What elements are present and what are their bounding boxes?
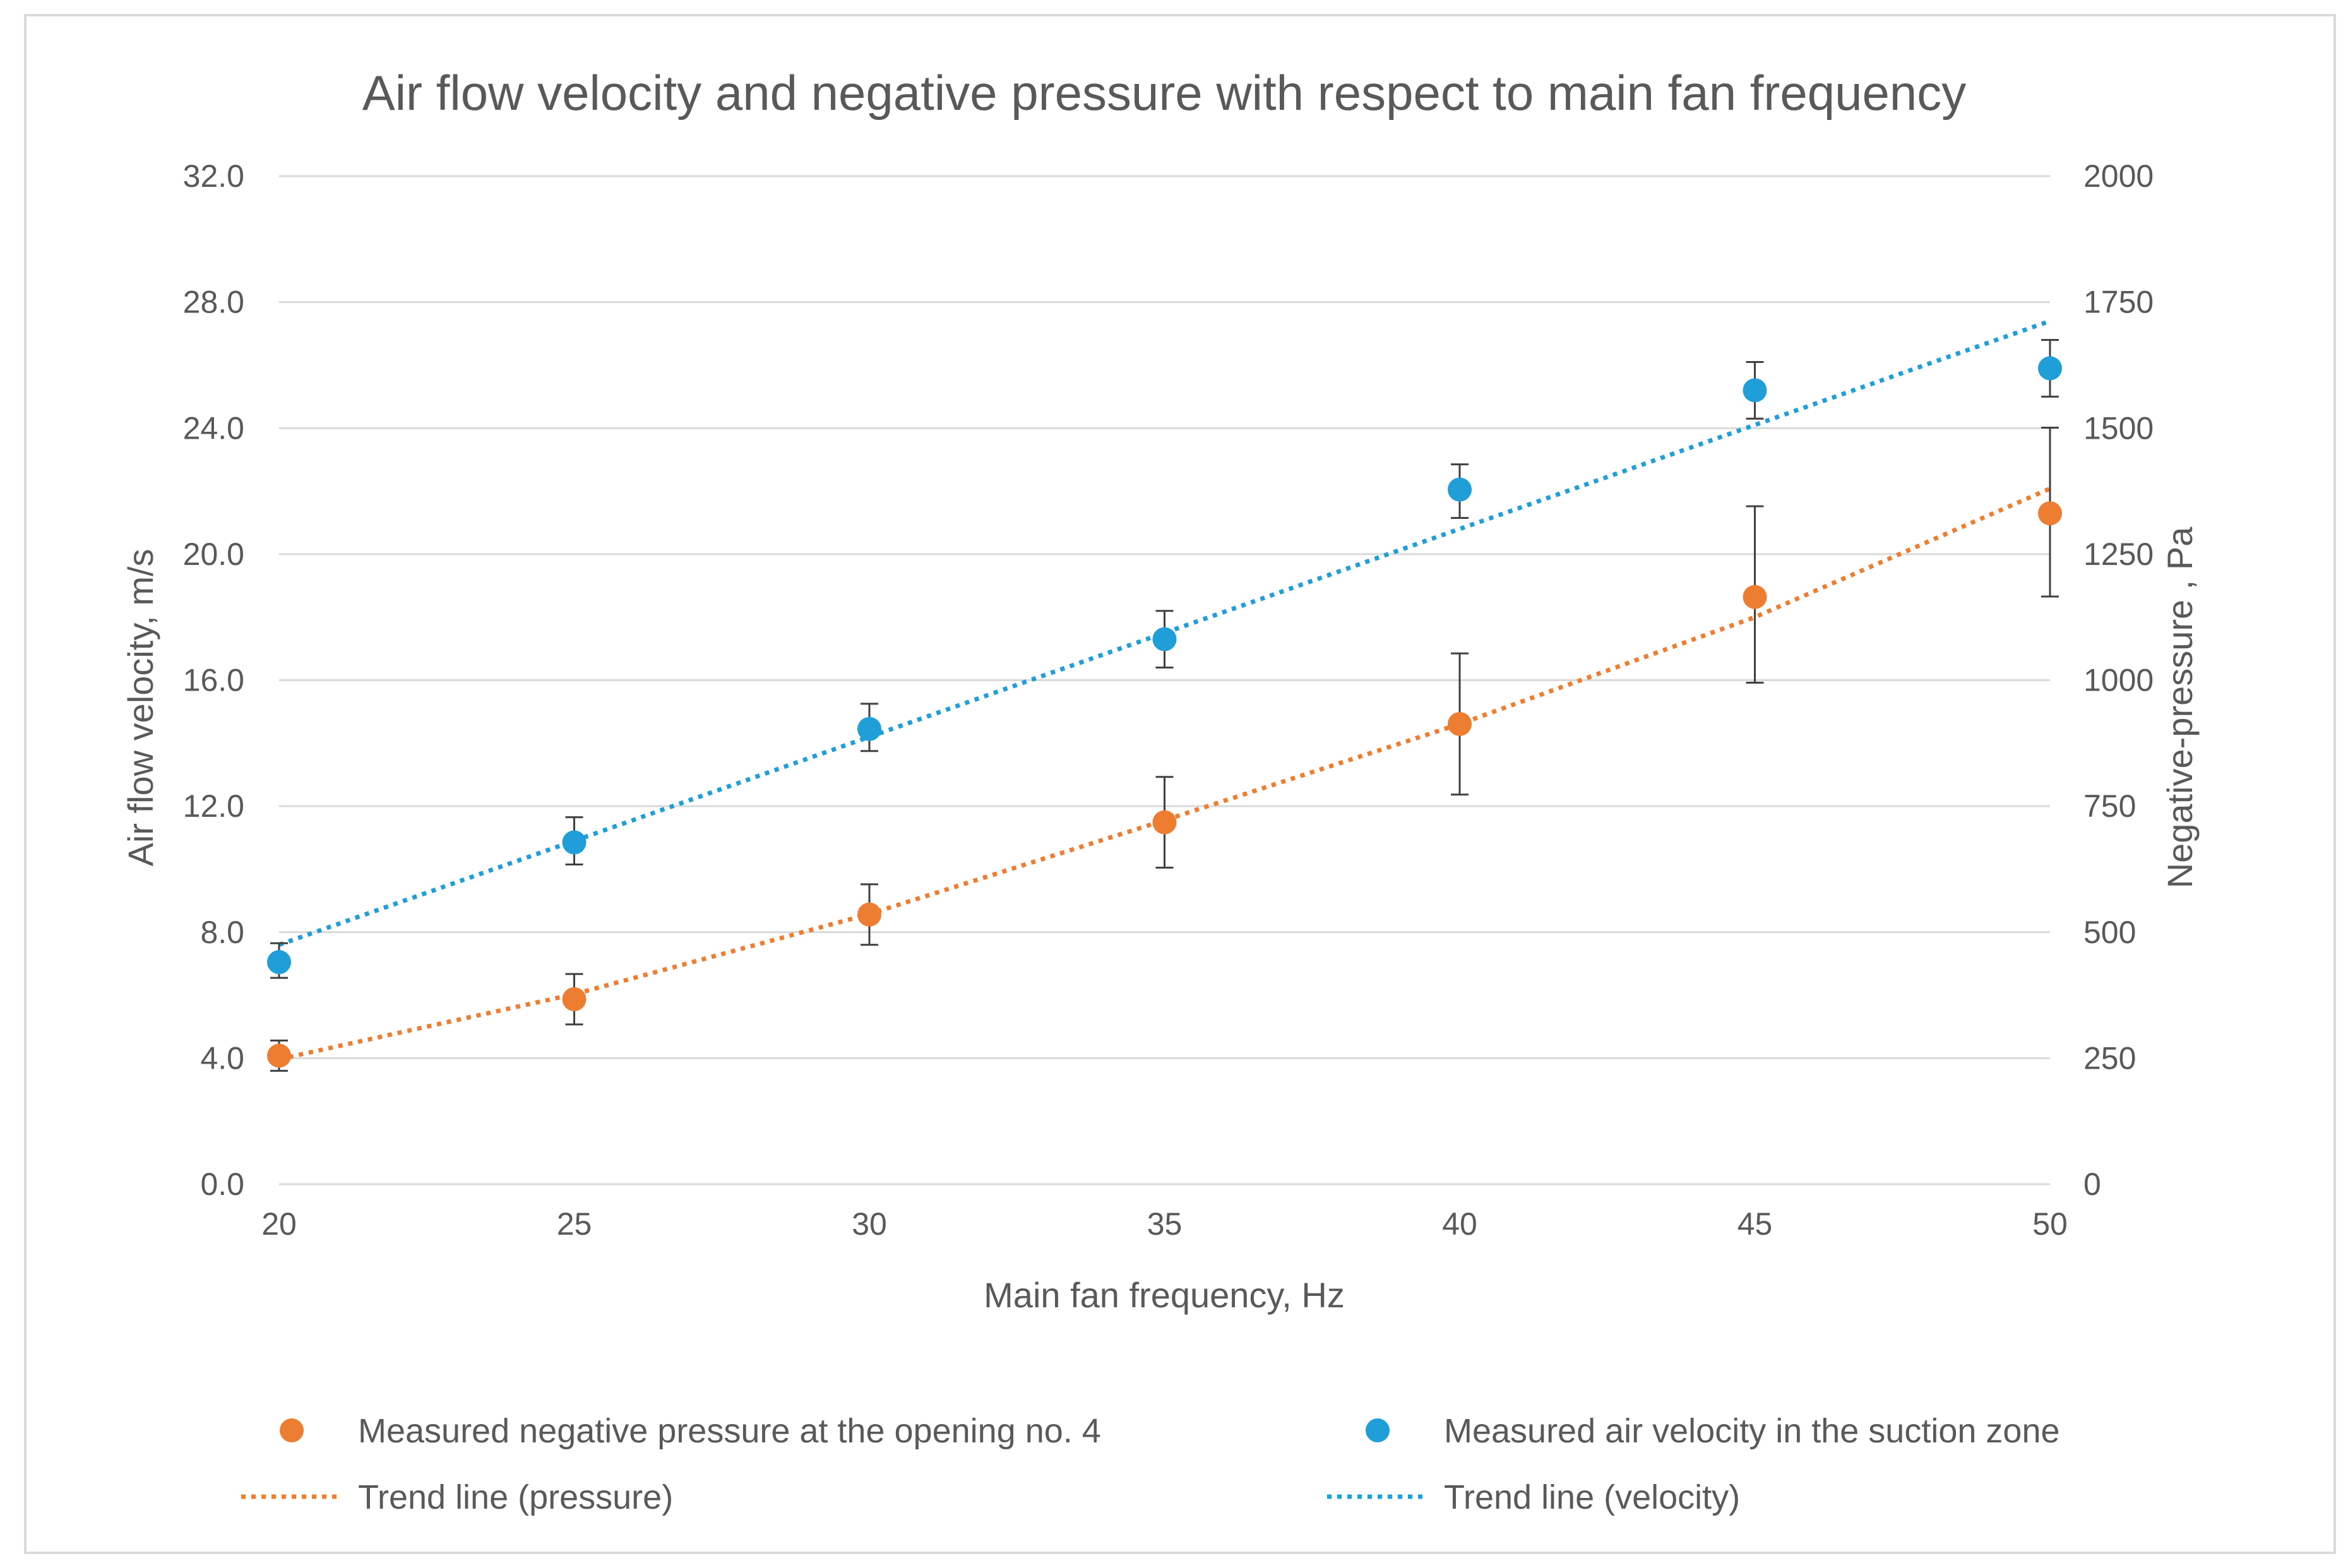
y-tick-label: 12.0 xyxy=(183,788,244,824)
data-point-velocity xyxy=(562,830,587,855)
data-point-pressure xyxy=(2038,501,2062,526)
y2-tick-label: 1250 xyxy=(2083,537,2154,572)
x-axis-title: Main fan frequency, Hz xyxy=(984,1275,1345,1315)
y2-tick-label: 2000 xyxy=(2083,158,2154,194)
data-points xyxy=(267,356,2062,1068)
data-point-pressure xyxy=(1448,711,1472,736)
data-point-pressure xyxy=(267,1043,291,1068)
legend-pressure-points-label: Measured negative pressure at the openin… xyxy=(358,1412,1101,1450)
y2-tick-label: 250 xyxy=(2083,1040,2136,1076)
x-tick-label: 25 xyxy=(557,1206,592,1242)
x-tick-label: 20 xyxy=(261,1206,297,1242)
y-tick-label: 28.0 xyxy=(183,285,244,320)
y-tick-label: 8.0 xyxy=(200,915,244,950)
y2-tick-label: 1000 xyxy=(2083,663,2154,698)
x-tick-label: 30 xyxy=(852,1206,887,1242)
y2-tick-label: 0 xyxy=(2083,1167,2101,1202)
x-tick-label: 50 xyxy=(2032,1206,2068,1242)
y2-tick-label: 1500 xyxy=(2083,410,2154,446)
y2-tick-label: 750 xyxy=(2083,788,2136,824)
gridlines xyxy=(279,175,2050,1185)
y-axis-ticks: 0.0 4.0 8.0 12.0 16.0 20.0 24.0 28.0 32.0 xyxy=(183,158,244,1202)
error-bars xyxy=(270,339,2059,1072)
y-tick-label: 32.0 xyxy=(183,158,244,194)
data-point-pressure xyxy=(1152,810,1177,834)
data-point-velocity xyxy=(1152,627,1177,651)
data-point-velocity xyxy=(1743,378,1767,403)
chart-svg: Air flow velocity and negative pressure … xyxy=(121,65,2200,1516)
trend-line-pressure xyxy=(278,486,2051,1062)
data-point-velocity xyxy=(267,950,291,975)
chart-frame: Air flow velocity and negative pressure … xyxy=(24,14,2336,1554)
y2-tick-label: 1750 xyxy=(2083,285,2154,320)
legend-velocity-points-label: Measured air velocity in the suction zon… xyxy=(1444,1412,2060,1450)
x-axis-ticks: 20 25 30 35 40 45 50 xyxy=(261,1206,2068,1242)
data-point-pressure xyxy=(857,902,881,927)
x-tick-label: 35 xyxy=(1147,1206,1183,1242)
legend-pressure-trend-label: Trend line (pressure) xyxy=(358,1478,673,1516)
y2-tick-label: 500 xyxy=(2083,915,2136,950)
y-tick-label: 20.0 xyxy=(183,537,244,572)
y2-axis-title: Negative-pressure , Pa xyxy=(2160,526,2200,889)
data-point-pressure xyxy=(562,987,587,1011)
y-axis-title: Air flow velocity, m/s xyxy=(121,549,160,866)
data-point-velocity xyxy=(1448,477,1472,502)
data-point-velocity xyxy=(2038,356,2062,381)
y-tick-label: 24.0 xyxy=(183,410,244,446)
y-tick-label: 0.0 xyxy=(200,1167,244,1202)
chart-title: Air flow velocity and negative pressure … xyxy=(362,65,1967,121)
legend-velocity-trend-label: Trend line (velocity) xyxy=(1444,1478,1740,1516)
y2-axis-ticks: 0 250 500 750 1000 1250 1500 1750 2000 xyxy=(2083,158,2154,1202)
legend-velocity-points-marker xyxy=(1366,1418,1390,1442)
y-tick-label: 4.0 xyxy=(200,1040,244,1076)
y-tick-label: 16.0 xyxy=(183,663,244,698)
legend-pressure-points-marker xyxy=(280,1418,304,1442)
legend: Measured negative pressure at the openin… xyxy=(241,1412,2060,1516)
trend-lines xyxy=(278,319,2051,1062)
x-tick-label: 45 xyxy=(1737,1206,1773,1242)
x-tick-label: 40 xyxy=(1442,1206,1477,1242)
data-point-velocity xyxy=(857,716,881,741)
data-point-pressure xyxy=(1743,585,1767,609)
